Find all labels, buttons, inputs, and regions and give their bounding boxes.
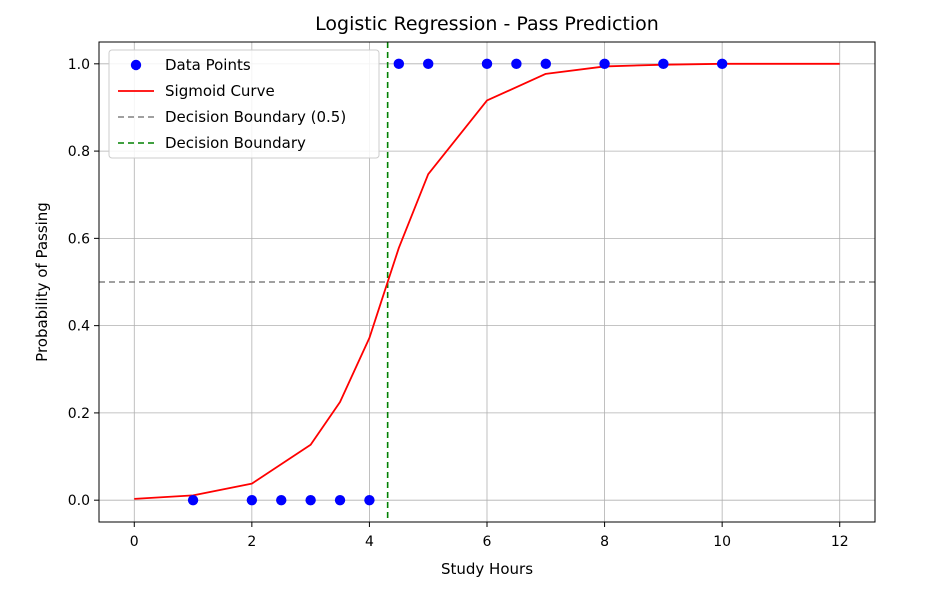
- axis-ticks: 0 2 4 6 8 10 12 0.0 0.2 0.4 0.6 0.8 1.0: [68, 57, 849, 550]
- legend-label: Decision Boundary (0.5): [165, 108, 346, 126]
- plot-area: [99, 42, 875, 522]
- legend: Data Points Sigmoid Curve Decision Boundar…: [108, 49, 380, 159]
- data-point: [393, 58, 405, 70]
- data-point: [423, 58, 434, 70]
- legend-marker-data-points: [130, 59, 142, 71]
- x-axis-label: Study Hours: [441, 560, 533, 578]
- legend-label: Sigmoid Curve: [165, 82, 275, 100]
- y-axis-label: Probability of Passing: [33, 202, 51, 362]
- data-point: [334, 494, 346, 506]
- data-point: [511, 58, 522, 70]
- data-point: [246, 494, 258, 506]
- y-tick-label: 0.0: [68, 493, 90, 509]
- x-tick-label: 4: [365, 534, 374, 550]
- data-point: [716, 58, 728, 70]
- chart-title: Logistic Regression - Pass Prediction: [315, 13, 659, 35]
- data-point: [481, 58, 493, 70]
- x-tick-label: 10: [713, 534, 731, 550]
- x-tick-label: 12: [831, 534, 849, 550]
- legend-label: Decision Boundary: [165, 134, 306, 152]
- sigmoid-curve: [134, 62, 840, 500]
- data-point: [187, 494, 199, 506]
- y-tick-label: 1.0: [68, 57, 90, 73]
- legend-label: Data Points: [165, 56, 251, 74]
- y-tick-label: 0.2: [68, 406, 90, 422]
- y-tick-label: 0.4: [68, 319, 90, 335]
- x-tick-label: 0: [130, 534, 139, 550]
- legend-box: [108, 49, 380, 159]
- x-tick-label: 6: [483, 534, 492, 550]
- data-point: [599, 58, 610, 70]
- data-point: [540, 58, 551, 70]
- x-tick-label: 2: [247, 534, 256, 550]
- y-tick-label: 0.6: [68, 231, 90, 247]
- y-tick-label: 0.8: [68, 144, 90, 160]
- data-point: [364, 494, 375, 506]
- data-point: [276, 494, 287, 506]
- x-tick-label: 8: [600, 534, 609, 550]
- data-point: [658, 58, 669, 70]
- data-point: [305, 494, 316, 506]
